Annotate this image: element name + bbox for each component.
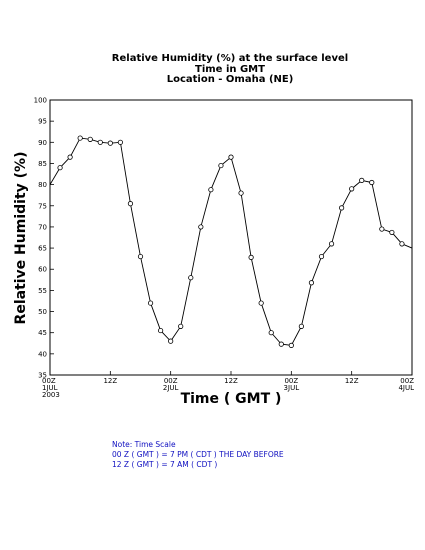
- y-tick-label: 45: [38, 329, 47, 337]
- data-point: [178, 323, 184, 329]
- chart-title-line-2: Time in GMT: [195, 64, 265, 75]
- data-point: [328, 241, 335, 247]
- data-point: [127, 201, 134, 207]
- data-point: [107, 140, 113, 146]
- data-point: [268, 330, 274, 336]
- data-point: [349, 186, 355, 192]
- data-point: [117, 139, 123, 145]
- data-point: [288, 342, 294, 348]
- note-line-2: 00 Z ( GMT ) = 7 PM ( CDT ) THE DAY BEFO…: [112, 450, 284, 459]
- y-tick-label: 65: [38, 245, 47, 253]
- data-point: [248, 254, 254, 260]
- data-point: [158, 327, 164, 334]
- humidity-series-markers: [57, 135, 405, 348]
- data-point: [389, 229, 395, 236]
- x-tick-label: 1JUL: [42, 384, 58, 392]
- data-point: [298, 323, 304, 329]
- note-line-1: Note: Time Scale: [112, 440, 176, 449]
- y-axis: 35 40 45 50 55 60 65 70 75 80 85 90 95 100: [34, 97, 54, 380]
- data-point: [188, 275, 194, 281]
- x-tick-label: 12Z: [103, 377, 117, 385]
- chart-title-line-3: Location - Omaha (NE): [167, 74, 294, 85]
- data-point: [228, 154, 234, 160]
- x-axis-label: Time ( GMT ): [181, 391, 282, 407]
- chart-title: Relative Humidity (%) at the surface lev…: [112, 53, 348, 85]
- data-point: [147, 300, 154, 306]
- humidity-series-line: [49, 137, 413, 346]
- y-axis-label: Relative Humidity (%): [13, 152, 29, 325]
- data-point: [308, 280, 315, 286]
- data-point: [77, 135, 83, 141]
- y-tick-label: 85: [38, 160, 47, 168]
- data-point: [67, 154, 73, 160]
- x-tick-label: 2JUL: [163, 384, 179, 392]
- data-point: [168, 338, 174, 344]
- x-tick-label: 00Z: [42, 377, 56, 385]
- data-point: [87, 136, 93, 142]
- y-tick-label: 60: [38, 266, 47, 274]
- data-point: [258, 300, 264, 306]
- y-tick-label: 100: [34, 97, 47, 105]
- y-tick-label: 95: [38, 118, 47, 126]
- y-tick-label: 70: [38, 223, 47, 231]
- data-point: [369, 179, 375, 186]
- data-point: [339, 205, 345, 211]
- data-point: [218, 162, 224, 169]
- data-point: [208, 187, 214, 193]
- y-tick-label: 50: [38, 308, 47, 316]
- y-tick-label: 35: [38, 372, 47, 380]
- x-tick-label: 00Z: [284, 377, 298, 385]
- data-point: [198, 224, 204, 230]
- note-line-3: 12 Z ( GMT ) = 7 AM ( CDT ): [112, 460, 217, 469]
- data-point: [399, 241, 405, 247]
- data-point: [238, 190, 244, 196]
- time-scale-note: Note: Time Scale 00 Z ( GMT ) = 7 PM ( C…: [112, 440, 284, 469]
- x-tick-label: 00Z: [164, 377, 178, 385]
- data-point: [379, 226, 385, 232]
- x-tick-label: 4JUL: [398, 384, 414, 392]
- y-tick-label: 40: [38, 350, 47, 358]
- chart-title-line-1: Relative Humidity (%) at the surface lev…: [112, 53, 348, 64]
- x-tick-label: 3JUL: [284, 384, 300, 392]
- x-tick-label: 12Z: [345, 377, 359, 385]
- x-tick-label: 2003: [42, 391, 60, 399]
- plot-frame: [49, 99, 413, 376]
- y-tick-label: 80: [38, 181, 47, 189]
- y-tick-label: 55: [38, 287, 47, 295]
- y-tick-label: 90: [38, 139, 47, 147]
- data-point: [97, 139, 103, 145]
- x-tick-label: 12Z: [224, 377, 238, 385]
- humidity-series: [49, 135, 413, 348]
- data-point: [318, 253, 325, 260]
- data-point: [137, 253, 144, 260]
- data-point: [278, 341, 284, 347]
- data-point: [57, 165, 63, 171]
- data-point: [359, 177, 365, 183]
- x-tick-label: 00Z: [400, 377, 414, 385]
- y-tick-label: 75: [38, 202, 47, 210]
